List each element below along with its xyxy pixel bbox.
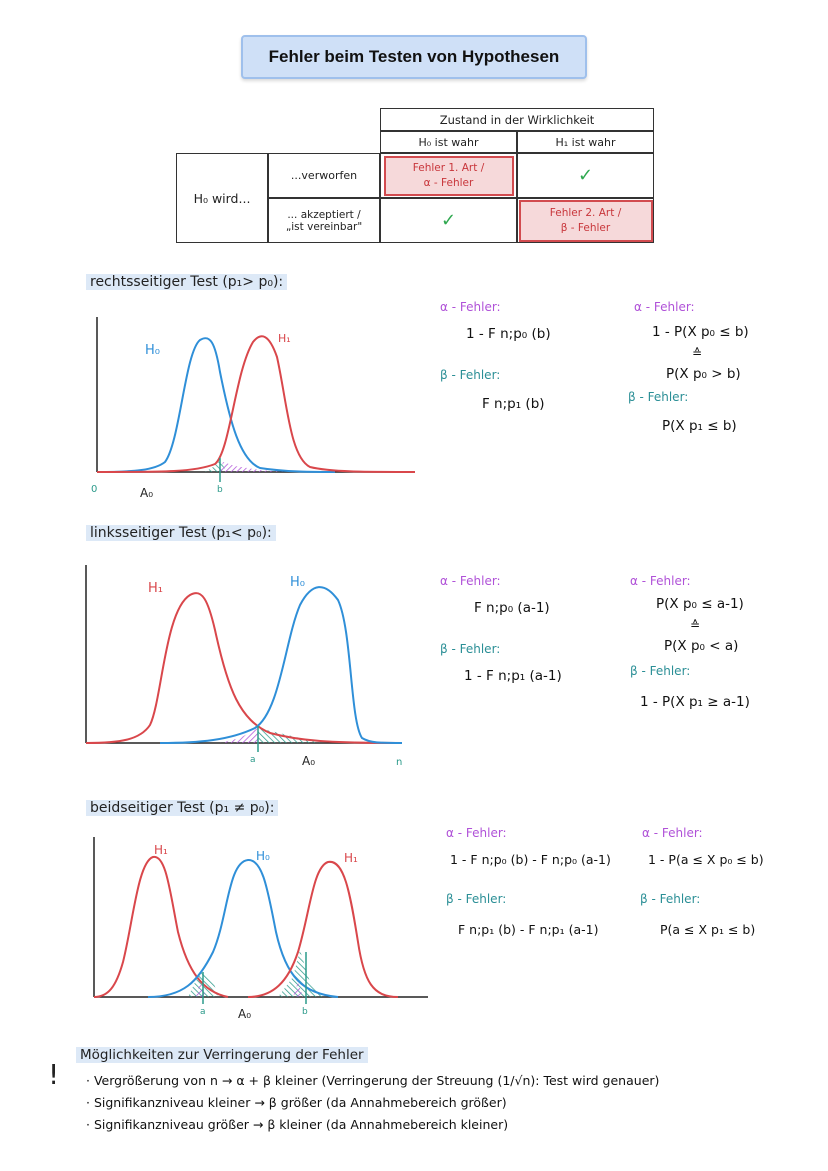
check-icon: ✓ bbox=[577, 165, 594, 186]
alpha-label: α - Fehler: bbox=[440, 300, 501, 314]
beta-label: β - Fehler: bbox=[440, 368, 501, 382]
col-h0-true: H₀ ist wahr bbox=[380, 131, 517, 153]
row-accepted-line1: ... akzeptiert / bbox=[287, 208, 361, 221]
axis-label-a: a bbox=[200, 1007, 206, 1017]
beta-formula-right: 1 - P(X p₁ ≥ a-1) bbox=[640, 694, 750, 710]
alpha-label-right: α - Fehler: bbox=[634, 300, 695, 314]
beta-label-right: β - Fehler: bbox=[628, 390, 689, 404]
alpha-area bbox=[220, 462, 285, 472]
possibility-item: · Signifikanzniveau kleiner → β größer (… bbox=[86, 1095, 507, 1110]
section-title-two-sided: beidseitiger Test (p₁ ≠ p₀): bbox=[86, 800, 279, 816]
exclamation-mark: ! bbox=[48, 1058, 60, 1091]
cell-rejected-h1: ✓ bbox=[517, 153, 654, 198]
curve-label-h0: H₀ bbox=[256, 849, 270, 863]
equiv-symbol: ≙ bbox=[692, 346, 703, 360]
cell-accepted-h0: ✓ bbox=[380, 198, 517, 243]
h1-curve bbox=[85, 592, 403, 744]
error1-line2: α - Fehler bbox=[423, 176, 474, 189]
check-icon: ✓ bbox=[440, 210, 457, 231]
possibility-item: · Vergrößerung von n → α + β kleiner (Ve… bbox=[86, 1073, 660, 1088]
beta-label: β - Fehler: bbox=[446, 892, 507, 906]
beta-formula-right: P(X p₁ ≤ b) bbox=[662, 418, 737, 434]
alpha-label-right: α - Fehler: bbox=[630, 574, 691, 588]
alpha-formula: 1 - F n;p₀ (b) - F n;p₀ (a-1) bbox=[450, 852, 611, 867]
col-h1-true: H₁ ist wahr bbox=[517, 131, 654, 153]
axis-label-b: b bbox=[302, 1007, 308, 1017]
graph-two-sided: H₁ H₀ H₁ a A₀ b bbox=[93, 837, 428, 1021]
h0-curve bbox=[96, 337, 336, 473]
h1-curve-left bbox=[93, 855, 229, 998]
error2-line2: β - Fehler bbox=[560, 221, 611, 234]
alpha-formula-r1: P(X p₀ ≤ a-1) bbox=[656, 596, 744, 612]
reality-header: Zustand in der Wirklichkeit bbox=[380, 108, 654, 131]
beta-formula-right: P(a ≤ X p₁ ≤ b) bbox=[660, 922, 756, 937]
alpha-label-right: α - Fehler: bbox=[642, 826, 703, 840]
beta-area-right bbox=[278, 950, 326, 997]
curve-label-h0: H₀ bbox=[145, 343, 160, 358]
beta-formula: 1 - F n;p₁ (a-1) bbox=[464, 668, 562, 684]
error-type-1-box: Fehler 1. Art / α - Fehler bbox=[383, 155, 514, 196]
alpha-formula-r1: 1 - P(a ≤ X p₀ ≤ b) bbox=[648, 852, 764, 867]
section-title-left: linksseitiger Test (p₁< p₀): bbox=[86, 525, 276, 541]
alpha-label: α - Fehler: bbox=[446, 826, 507, 840]
beta-formula: F n;p₁ (b) bbox=[482, 396, 545, 412]
axis-label-n: n bbox=[396, 757, 402, 768]
h1-curve-right bbox=[247, 860, 399, 998]
alpha-formula-r2: P(X p₀ < a) bbox=[664, 638, 739, 654]
curve-label-h1-right: H₁ bbox=[344, 851, 358, 865]
beta-label-right: β - Fehler: bbox=[640, 892, 701, 906]
section-title-right: rechtsseitiger Test (p₁> p₀): bbox=[86, 274, 288, 290]
row-rejected: ...verworfen bbox=[268, 153, 380, 198]
axis-label-a0: A₀ bbox=[302, 754, 315, 768]
alpha-formula: 1 - F n;p₀ (b) bbox=[466, 326, 551, 342]
curve-label-h1-left: H₁ bbox=[154, 843, 168, 857]
graph-left-sided: H₁ H₀ a A₀ n bbox=[85, 565, 403, 768]
beta-label: β - Fehler: bbox=[440, 642, 501, 656]
cell-accepted-h1: Fehler 2. Art / β - Fehler bbox=[517, 198, 654, 243]
possibilities-heading: Möglichkeiten zur Verringerung der Fehle… bbox=[76, 1047, 368, 1063]
graph-right-sided: H₀ H₁ 0 A₀ b bbox=[91, 317, 416, 500]
h0-curve bbox=[147, 858, 339, 998]
beta-formula: F n;p₁ (b) - F n;p₁ (a-1) bbox=[458, 922, 599, 937]
axis-label-a: a bbox=[250, 755, 256, 765]
curve-label-h0: H₀ bbox=[290, 575, 305, 590]
axis-label-a0: A₀ bbox=[238, 1007, 251, 1021]
row-accepted-line2: „ist vereinbar" bbox=[285, 220, 363, 233]
h1-curve bbox=[96, 335, 416, 473]
alpha-formula: F n;p₀ (a-1) bbox=[474, 600, 550, 616]
axis-label-b: b bbox=[217, 485, 223, 495]
curve-label-h1: H₁ bbox=[148, 581, 163, 596]
alpha-area-right bbox=[293, 982, 303, 997]
error2-line1: Fehler 2. Art / bbox=[549, 206, 622, 219]
row-label: H₀ wird... bbox=[176, 153, 268, 243]
alpha-label: α - Fehler: bbox=[440, 574, 501, 588]
alpha-formula-r2: P(X p₀ > b) bbox=[666, 366, 741, 382]
error-type-2-box: Fehler 2. Art / β - Fehler bbox=[518, 199, 653, 242]
beta-label-right: β - Fehler: bbox=[630, 664, 691, 678]
curve-label-h1: H₁ bbox=[278, 332, 291, 345]
row-accepted: ... akzeptiert / „ist vereinbar" bbox=[268, 198, 380, 243]
alpha-formula-r1: 1 - P(X p₀ ≤ b) bbox=[652, 324, 749, 340]
h0-curve bbox=[159, 586, 403, 744]
possibility-item: · Signifikanzniveau größer → β kleiner (… bbox=[86, 1117, 509, 1132]
cell-rejected-h0: Fehler 1. Art / α - Fehler bbox=[380, 153, 517, 198]
error1-line1: Fehler 1. Art / bbox=[412, 161, 485, 174]
page-title: Fehler beim Testen von Hypothesen bbox=[241, 35, 587, 79]
axis-label-0: 0 bbox=[91, 484, 97, 495]
equiv-symbol: ≙ bbox=[690, 618, 701, 632]
alpha-area bbox=[220, 728, 258, 743]
axis-label-a0: A₀ bbox=[140, 486, 153, 500]
